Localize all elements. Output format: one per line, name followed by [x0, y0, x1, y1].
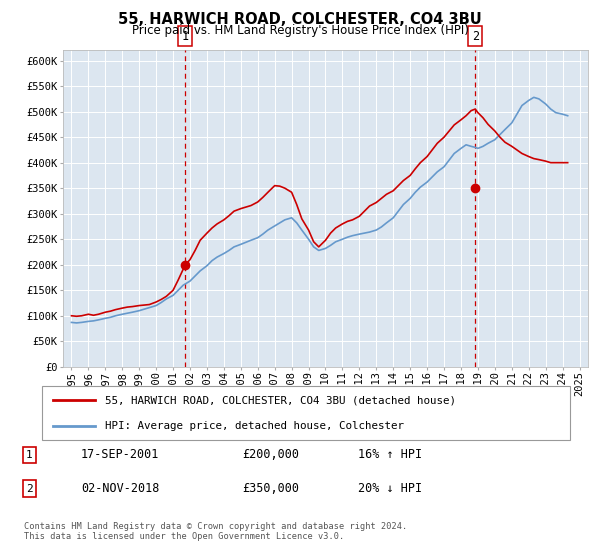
Text: £350,000: £350,000 [242, 482, 299, 495]
Text: 16% ↑ HPI: 16% ↑ HPI [358, 449, 422, 461]
Text: 20% ↓ HPI: 20% ↓ HPI [358, 482, 422, 495]
Text: 02-NOV-2018: 02-NOV-2018 [81, 482, 160, 495]
Text: HPI: Average price, detached house, Colchester: HPI: Average price, detached house, Colc… [106, 421, 404, 431]
Text: Contains HM Land Registry data © Crown copyright and database right 2024.
This d: Contains HM Land Registry data © Crown c… [24, 522, 407, 542]
Text: 55, HARWICH ROAD, COLCHESTER, CO4 3BU: 55, HARWICH ROAD, COLCHESTER, CO4 3BU [118, 12, 482, 27]
Text: 1: 1 [182, 30, 189, 43]
Text: 17-SEP-2001: 17-SEP-2001 [81, 449, 160, 461]
Text: 1: 1 [26, 450, 32, 460]
Text: £200,000: £200,000 [242, 449, 299, 461]
Text: 55, HARWICH ROAD, COLCHESTER, CO4 3BU (detached house): 55, HARWICH ROAD, COLCHESTER, CO4 3BU (d… [106, 395, 457, 405]
Text: 2: 2 [26, 484, 32, 493]
Text: Price paid vs. HM Land Registry's House Price Index (HPI): Price paid vs. HM Land Registry's House … [131, 24, 469, 36]
Text: 2: 2 [472, 30, 479, 43]
